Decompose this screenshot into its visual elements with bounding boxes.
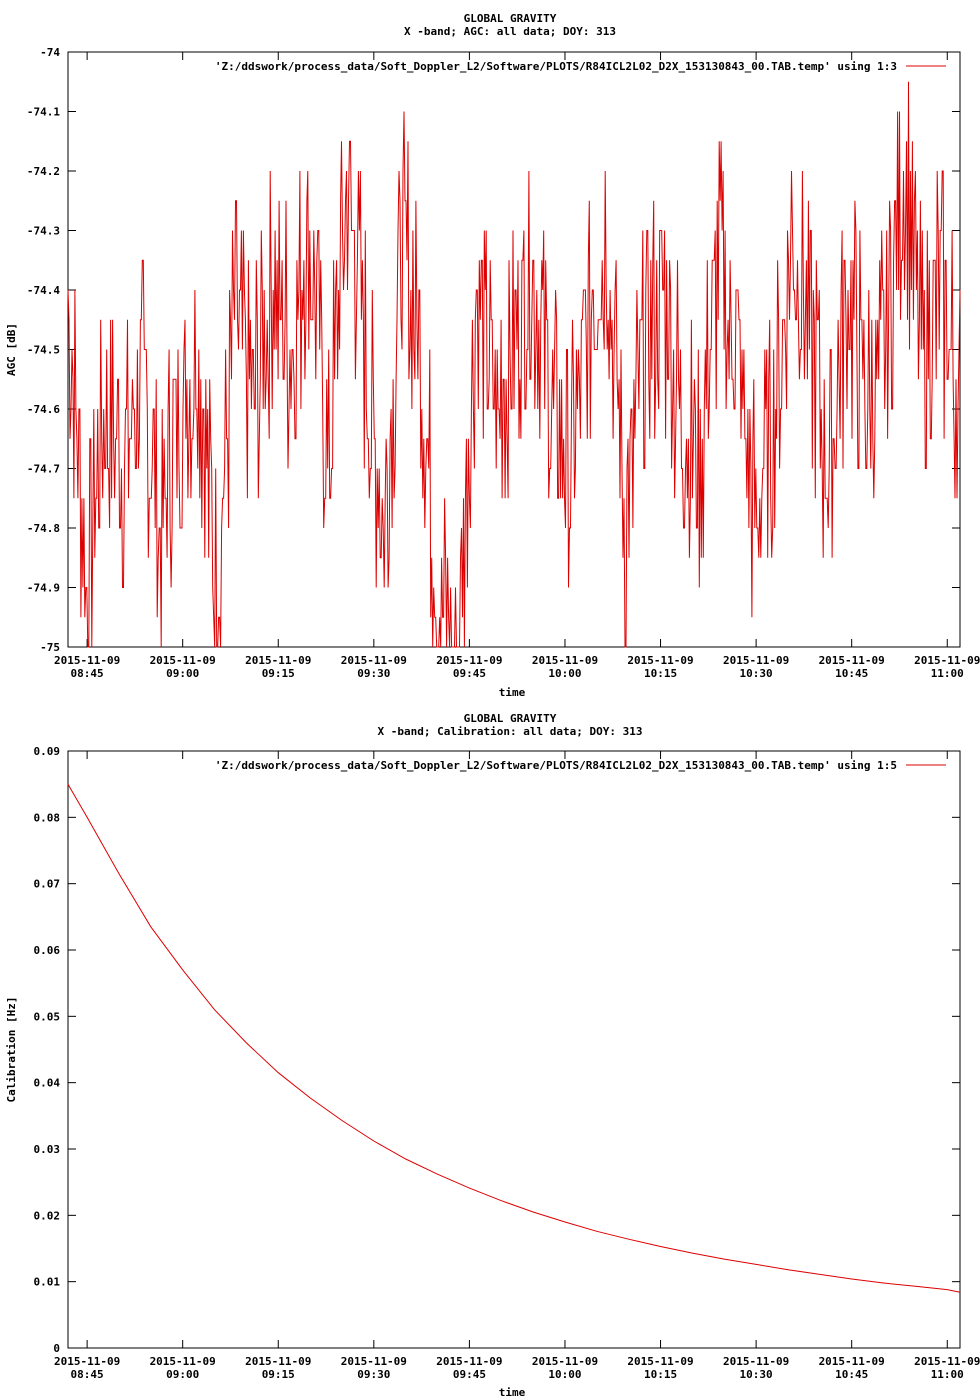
x-axis-label: time	[499, 1386, 526, 1399]
y-tick-label: -74.1	[27, 106, 60, 119]
x-tick-date-label: 2015-11-09	[150, 1355, 216, 1368]
x-tick-date-label: 2015-11-09	[436, 1355, 502, 1368]
x-tick-date-label: 2015-11-09	[436, 654, 502, 667]
y-tick-label: 0.03	[34, 1143, 61, 1156]
chart-title: GLOBAL GRAVITY	[464, 12, 557, 25]
x-tick-date-label: 2015-11-09	[54, 654, 120, 667]
x-tick-time-label: 09:15	[262, 1368, 295, 1381]
x-tick-time-label: 10:45	[835, 1368, 868, 1381]
x-tick-time-label: 09:45	[453, 667, 486, 680]
y-tick-label: 0.09	[34, 745, 61, 758]
x-tick-time-label: 09:30	[357, 1368, 390, 1381]
y-tick-label: -74.4	[27, 284, 60, 297]
x-tick-time-label: 10:00	[548, 667, 581, 680]
legend-label: 'Z:/ddswork/process_data/Soft_Doppler_L2…	[215, 60, 897, 73]
x-tick-date-label: 2015-11-09	[532, 654, 598, 667]
y-tick-label: 0.01	[34, 1276, 61, 1289]
x-tick-time-label: 11:00	[931, 667, 964, 680]
y-tick-label: -74.6	[27, 403, 60, 416]
y-tick-label: 0.05	[34, 1010, 61, 1023]
x-tick-time-label: 10:30	[740, 667, 773, 680]
x-tick-date-label: 2015-11-09	[532, 1355, 598, 1368]
series-line	[67, 783, 961, 1293]
x-tick-time-label: 09:15	[262, 667, 295, 680]
y-tick-label: -74	[40, 46, 60, 59]
x-tick-time-label: 09:30	[357, 667, 390, 680]
y-tick-label: -74.3	[27, 225, 60, 238]
x-tick-time-label: 08:45	[71, 1368, 104, 1381]
x-tick-date-label: 2015-11-09	[627, 654, 693, 667]
x-tick-date-label: 2015-11-09	[914, 654, 980, 667]
y-tick-label: 0.02	[34, 1209, 61, 1222]
y-axis-label: AGC [dB]	[5, 323, 18, 376]
y-tick-label: -75	[40, 641, 60, 654]
x-tick-date-label: 2015-11-09	[245, 1355, 311, 1368]
x-tick-time-label: 10:00	[548, 1368, 581, 1381]
y-tick-label: 0	[53, 1342, 60, 1355]
x-tick-time-label: 08:45	[71, 667, 104, 680]
y-tick-label: -74.2	[27, 165, 60, 178]
y-tick-label: -74.9	[27, 582, 60, 595]
x-tick-date-label: 2015-11-09	[914, 1355, 980, 1368]
y-tick-label: -74.7	[27, 463, 60, 476]
x-tick-time-label: 10:15	[644, 1368, 677, 1381]
x-tick-time-label: 09:00	[166, 667, 199, 680]
x-tick-date-label: 2015-11-09	[723, 654, 789, 667]
x-tick-time-label: 10:15	[644, 667, 677, 680]
x-tick-time-label: 09:00	[166, 1368, 199, 1381]
x-tick-date-label: 2015-11-09	[723, 1355, 789, 1368]
y-tick-label: -74.5	[27, 344, 60, 357]
x-tick-time-label: 10:30	[740, 1368, 773, 1381]
y-tick-label: 0.08	[34, 811, 61, 824]
y-tick-label: 0.06	[34, 944, 61, 957]
chart-subtitle: X -band; Calibration: all data; DOY: 313	[378, 725, 643, 738]
y-tick-label: 0.04	[34, 1077, 61, 1090]
y-tick-label: 0.07	[34, 878, 61, 891]
x-tick-date-label: 2015-11-09	[819, 654, 885, 667]
series-line	[67, 81, 961, 648]
y-tick-label: -74.8	[27, 522, 60, 535]
x-tick-date-label: 2015-11-09	[627, 1355, 693, 1368]
x-tick-date-label: 2015-11-09	[54, 1355, 120, 1368]
plot-frame	[67, 750, 961, 1349]
x-tick-time-label: 10:45	[835, 667, 868, 680]
chart-subtitle: X -band; AGC: all data; DOY: 313	[404, 25, 616, 38]
x-tick-date-label: 2015-11-09	[150, 654, 216, 667]
chart-title: GLOBAL GRAVITY	[464, 712, 557, 725]
x-axis-label: time	[499, 686, 526, 699]
x-tick-time-label: 11:00	[931, 1368, 964, 1381]
y-axis-label: Calibration [Hz]	[5, 997, 18, 1103]
x-tick-time-label: 09:45	[453, 1368, 486, 1381]
x-tick-date-label: 2015-11-09	[245, 654, 311, 667]
x-tick-date-label: 2015-11-09	[341, 1355, 407, 1368]
x-tick-date-label: 2015-11-09	[819, 1355, 885, 1368]
x-tick-date-label: 2015-11-09	[341, 654, 407, 667]
legend-label: 'Z:/ddswork/process_data/Soft_Doppler_L2…	[215, 759, 897, 772]
